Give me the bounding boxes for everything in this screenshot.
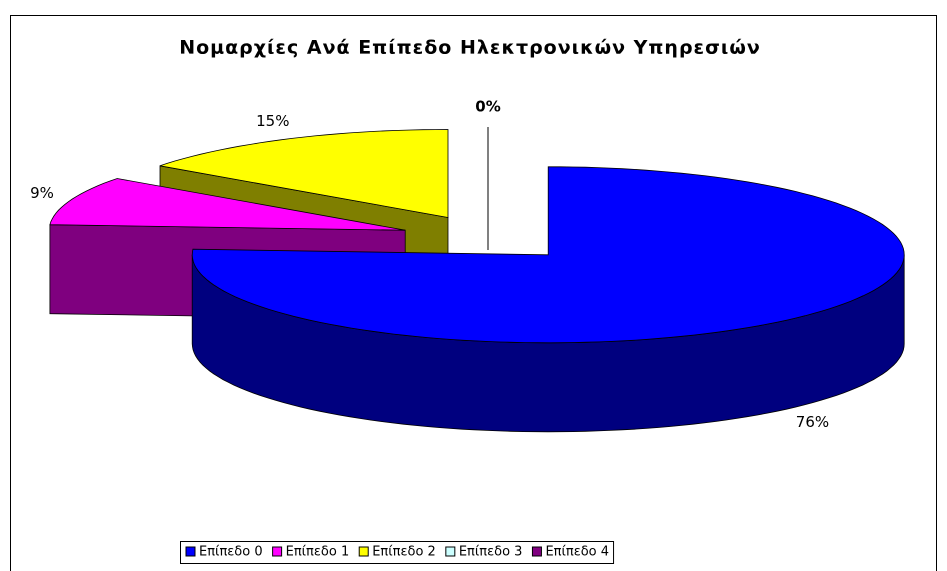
- legend-swatch: [531, 546, 542, 557]
- legend-swatch: [185, 546, 196, 557]
- data-label: 15%: [256, 112, 289, 130]
- data-label: 9%: [30, 184, 54, 202]
- pie-slice: [191, 166, 905, 344]
- chart-title: Νομαρχίες Ανά Επίπεδο Ηλεκτρονικών Υπηρε…: [179, 37, 761, 59]
- legend-label: Επίπεδο 3: [459, 545, 523, 560]
- legend-label: Επίπεδο 4: [545, 545, 609, 560]
- legend-label: Επίπεδο 1: [286, 545, 350, 560]
- legend-swatch: [358, 546, 369, 557]
- pie-slice-group: [191, 166, 905, 433]
- legend-box: [180, 541, 615, 564]
- legend: Επίπεδο 0 Επίπεδο 1 Επίπεδο 2 Επίπεδο 3 Επίπ…: [180, 541, 615, 564]
- data-label: 76%: [796, 413, 829, 431]
- legend-swatch: [445, 546, 456, 557]
- pie-slice: [159, 129, 449, 218]
- legend-label: Επίπεδο 0: [199, 545, 263, 560]
- legend-swatch: [272, 546, 283, 557]
- data-label: 0%: [475, 98, 500, 116]
- pie-slice: [49, 178, 406, 231]
- legend-label: Επίπεδο 2: [372, 545, 436, 560]
